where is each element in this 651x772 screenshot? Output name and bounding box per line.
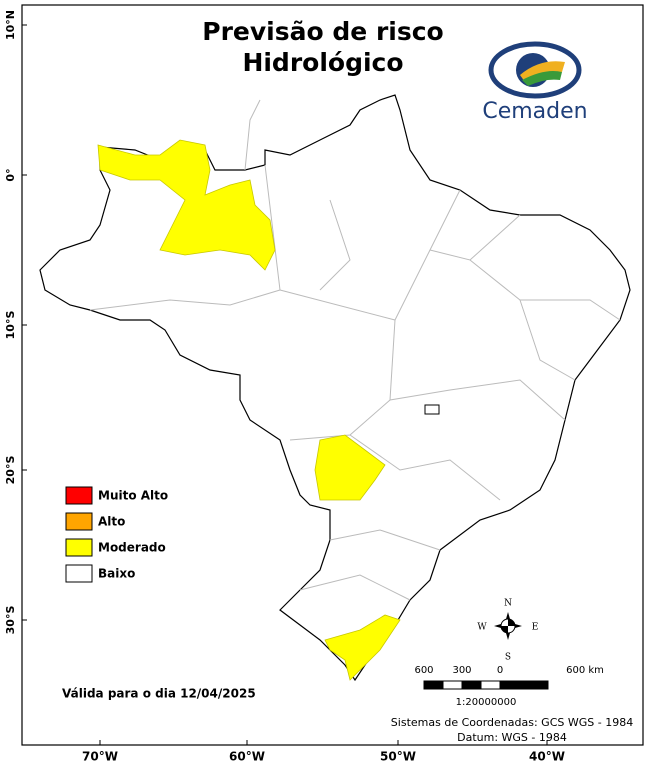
latitude-label: 10°S [4,311,17,340]
title-line: Previsão de risco [202,17,443,46]
compass-label: E [532,623,539,633]
validity-date: Válida para o dia 12/04/2025 [62,687,256,701]
legend-swatch [65,564,93,583]
logo-text: Cemaden [482,99,587,124]
scale-label: 300 [452,665,471,676]
latitude-label: 10°N [4,10,17,40]
scale-ratio: 1:20000000 [456,697,517,708]
title-line: Hidrológico [242,48,403,77]
legend-label: Muito Alto [98,489,168,503]
legend-label: Alto [98,515,125,529]
compass-label: S [505,653,511,663]
compass-label: N [504,599,512,609]
legend-swatch [65,512,93,531]
compass: N S E W [477,599,538,663]
latitude-label: 0° [4,168,17,181]
longitude-label: 60°W [229,750,265,764]
footer-text: Datum: WGS - 1984 [457,731,567,744]
longitude-label: 70°W [82,750,118,764]
scale-bar [423,680,549,690]
legend-label: Moderado [98,541,166,555]
longitude-label: 50°W [380,750,416,764]
scale-label: 600 [414,665,433,676]
logo: Cemaden [482,41,588,124]
legend-swatch [65,486,93,505]
scale-label: 0 [497,665,503,676]
latitude-label: 30°S [4,606,17,635]
footer-text: Sistemas de Coordenadas: GCS WGS - 1984 [391,716,633,729]
legend-swatch [65,538,93,557]
compass-label: W [477,623,487,633]
state-borders [89,99,621,601]
risk-areas [97,139,401,681]
legend-label: Baixo [98,567,135,581]
latitude-label: 20°S [4,456,17,485]
scale-label: 600 km [566,665,604,676]
longitude-label: 40°W [529,750,565,764]
